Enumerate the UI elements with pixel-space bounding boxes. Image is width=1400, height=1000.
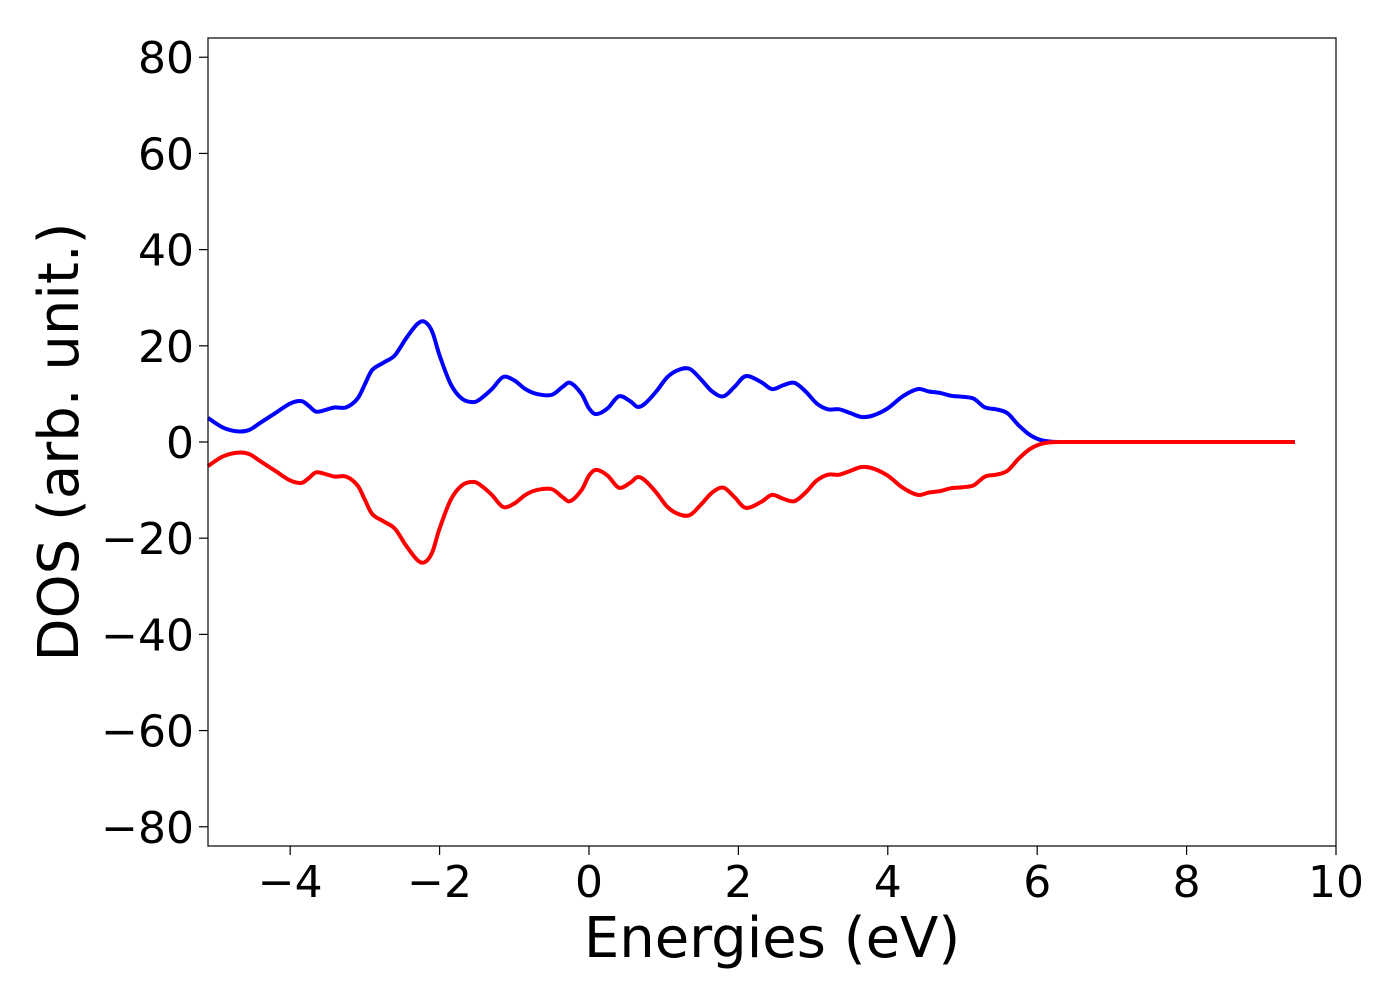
y-tick-label: 60 xyxy=(138,129,194,180)
series-layer xyxy=(206,319,1295,565)
x-tick-label: 4 xyxy=(874,857,902,908)
series-line-1 xyxy=(206,319,1295,445)
x-axis-label: Energies (eV) xyxy=(584,906,960,971)
y-tick-label: 40 xyxy=(138,226,194,277)
x-tick-label: −2 xyxy=(407,857,472,908)
x-tick-label: 2 xyxy=(724,857,752,908)
series-line-2 xyxy=(206,439,1295,565)
y-tick-label: −60 xyxy=(101,707,194,758)
y-tick-label: 0 xyxy=(166,418,194,469)
x-tick-label: 6 xyxy=(1023,857,1051,908)
y-tick-label: −40 xyxy=(101,610,194,661)
x-tick-label: 8 xyxy=(1173,857,1201,908)
x-tick-label: 10 xyxy=(1308,857,1364,908)
x-axis-ticks: −4 −2 0 2 4 6 8 10 xyxy=(258,846,1364,908)
y-tick-label: −80 xyxy=(101,803,194,854)
y-tick-label: 80 xyxy=(138,33,194,84)
y-axis-label: DOS (arb. unit.) xyxy=(27,222,92,661)
y-tick-label: −20 xyxy=(101,514,194,565)
y-axis-ticks: 80 60 40 20 0 −20 −40 −60 −80 xyxy=(101,33,208,854)
x-tick-label: −4 xyxy=(258,857,323,908)
x-tick-label: 0 xyxy=(575,857,603,908)
y-tick-label: 20 xyxy=(138,322,194,373)
